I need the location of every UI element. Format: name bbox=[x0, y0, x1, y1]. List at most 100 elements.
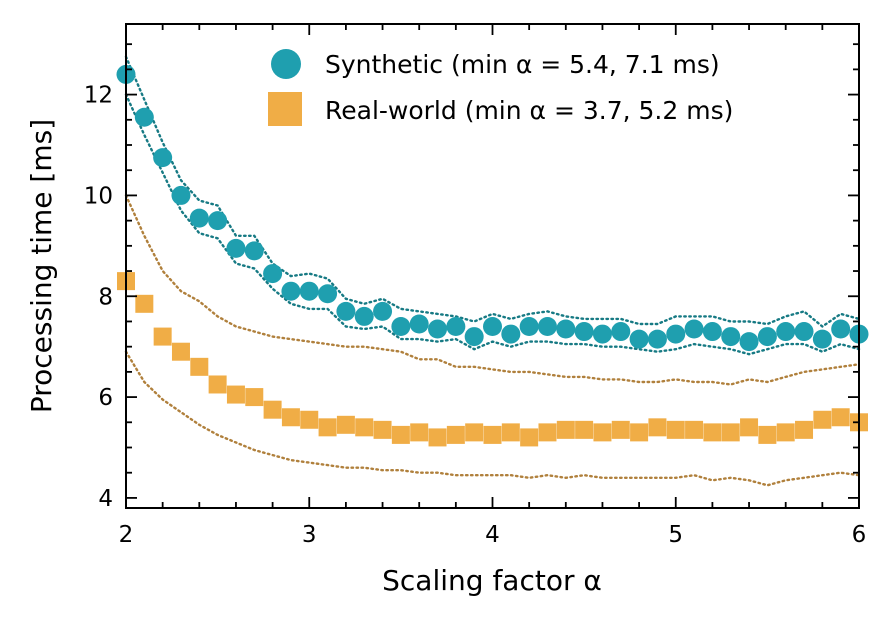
synthetic-point bbox=[226, 238, 246, 258]
synthetic-band-lower-line bbox=[124, 93, 861, 356]
real-world-point bbox=[355, 418, 374, 437]
synthetic-point bbox=[483, 317, 502, 336]
real-world-point bbox=[410, 423, 429, 442]
synthetic-point bbox=[519, 317, 539, 336]
real-world-point bbox=[703, 423, 722, 442]
real-world-point bbox=[611, 420, 630, 439]
real-world-point bbox=[776, 423, 795, 442]
synthetic-point bbox=[812, 329, 832, 349]
real-world-point bbox=[446, 425, 465, 444]
synthetic-point bbox=[501, 324, 521, 344]
real-world-point bbox=[501, 423, 520, 442]
synthetic-point bbox=[776, 322, 796, 342]
synthetic-point bbox=[757, 327, 777, 347]
synthetic-point bbox=[464, 327, 484, 347]
synthetic-point bbox=[318, 284, 338, 304]
synthetic-point bbox=[263, 264, 283, 284]
real-world-point bbox=[483, 425, 502, 444]
synthetic-point bbox=[373, 301, 393, 321]
synthetic-point bbox=[537, 317, 557, 336]
synthetic-point bbox=[629, 329, 649, 349]
y-tick-label: 8 bbox=[98, 284, 113, 310]
legend-label-synthetic: Synthetic (min α = 5.4, 7.1 ms) bbox=[325, 50, 720, 79]
real-world-point bbox=[336, 415, 355, 434]
synthetic-point bbox=[281, 281, 301, 301]
synthetic-point bbox=[409, 314, 429, 334]
synthetic-point bbox=[354, 306, 374, 326]
legend: Synthetic (min α = 5.4, 7.1 ms) Real-wor… bbox=[268, 49, 733, 126]
real-world-point bbox=[318, 418, 337, 437]
real-world-point bbox=[593, 423, 612, 442]
real-world-point bbox=[831, 408, 850, 427]
x-tick-label: 2 bbox=[119, 522, 134, 548]
real-world-point bbox=[465, 423, 484, 442]
synthetic-point bbox=[574, 322, 594, 342]
x-tick-labels: 2 3 4 5 6 bbox=[119, 522, 867, 548]
real-world-point bbox=[171, 342, 190, 361]
synthetic-point bbox=[684, 319, 704, 339]
real-world-point bbox=[153, 327, 172, 346]
real-world-point bbox=[190, 357, 209, 376]
real-world-point bbox=[226, 385, 245, 404]
synthetic-point bbox=[134, 107, 154, 127]
synthetic-point bbox=[446, 317, 466, 336]
real-world-point bbox=[648, 418, 667, 437]
y-tick-label: 4 bbox=[98, 486, 113, 512]
synthetic-point bbox=[592, 324, 612, 344]
real-world-point bbox=[630, 423, 649, 442]
synthetic-point bbox=[794, 322, 814, 342]
real-world-point bbox=[685, 420, 704, 439]
real-world-point bbox=[391, 425, 410, 444]
x-tick-label: 5 bbox=[668, 522, 683, 548]
synthetic-point bbox=[189, 208, 209, 228]
synthetic-point bbox=[244, 241, 264, 261]
real-world-point bbox=[740, 418, 759, 437]
real-world-point bbox=[135, 294, 154, 313]
real-world-point bbox=[758, 425, 777, 444]
synthetic-point bbox=[611, 322, 631, 342]
real-world-point bbox=[281, 408, 300, 427]
y-tick-labels: 4 6 8 10 12 bbox=[84, 83, 113, 512]
real-world-point bbox=[245, 388, 264, 407]
real-world-band-lower-line bbox=[124, 350, 861, 487]
real-world-point bbox=[556, 420, 575, 439]
synthetic-point bbox=[721, 327, 741, 347]
x-tick-label: 4 bbox=[485, 522, 500, 548]
real-world-point bbox=[575, 420, 594, 439]
legend-label-real-world: Real-world (min α = 3.7, 5.2 ms) bbox=[325, 96, 733, 125]
synthetic-point bbox=[153, 148, 173, 168]
variability-bands bbox=[124, 55, 861, 487]
synthetic-point bbox=[208, 211, 228, 231]
x-tick-label: 6 bbox=[852, 522, 867, 548]
synthetic-point bbox=[299, 281, 319, 301]
synthetic-point bbox=[556, 319, 576, 339]
synthetic-band-upper-line bbox=[124, 55, 861, 329]
real-world-point bbox=[300, 410, 319, 429]
real-world-point bbox=[428, 428, 447, 447]
real-world-band-upper-line bbox=[124, 194, 861, 386]
y-tick-label: 10 bbox=[84, 183, 113, 209]
synthetic-point bbox=[666, 324, 686, 344]
synthetic-point bbox=[428, 319, 448, 339]
synthetic-point bbox=[702, 322, 722, 342]
real-world-point bbox=[538, 423, 557, 442]
real-world-point bbox=[373, 420, 392, 439]
y-tick-label: 6 bbox=[98, 385, 113, 411]
real-world-point bbox=[813, 410, 832, 429]
synthetic-point bbox=[336, 301, 356, 321]
synthetic-point bbox=[831, 319, 851, 339]
real-world-point bbox=[795, 420, 814, 439]
synthetic-point bbox=[171, 185, 191, 205]
real-world-point bbox=[263, 400, 282, 419]
x-axis-label: Scaling factor α bbox=[382, 564, 602, 597]
legend-marker-real-world bbox=[268, 92, 302, 126]
y-axis-label: Processing time [ms] bbox=[25, 119, 58, 413]
y-tick-label: 12 bbox=[84, 83, 113, 109]
real-world-point bbox=[208, 375, 227, 394]
real-world-point bbox=[721, 423, 740, 442]
x-tick-label: 3 bbox=[302, 522, 317, 548]
axis-ticks bbox=[125, 24, 860, 508]
synthetic-point bbox=[647, 329, 667, 349]
real-world-point bbox=[520, 428, 539, 447]
